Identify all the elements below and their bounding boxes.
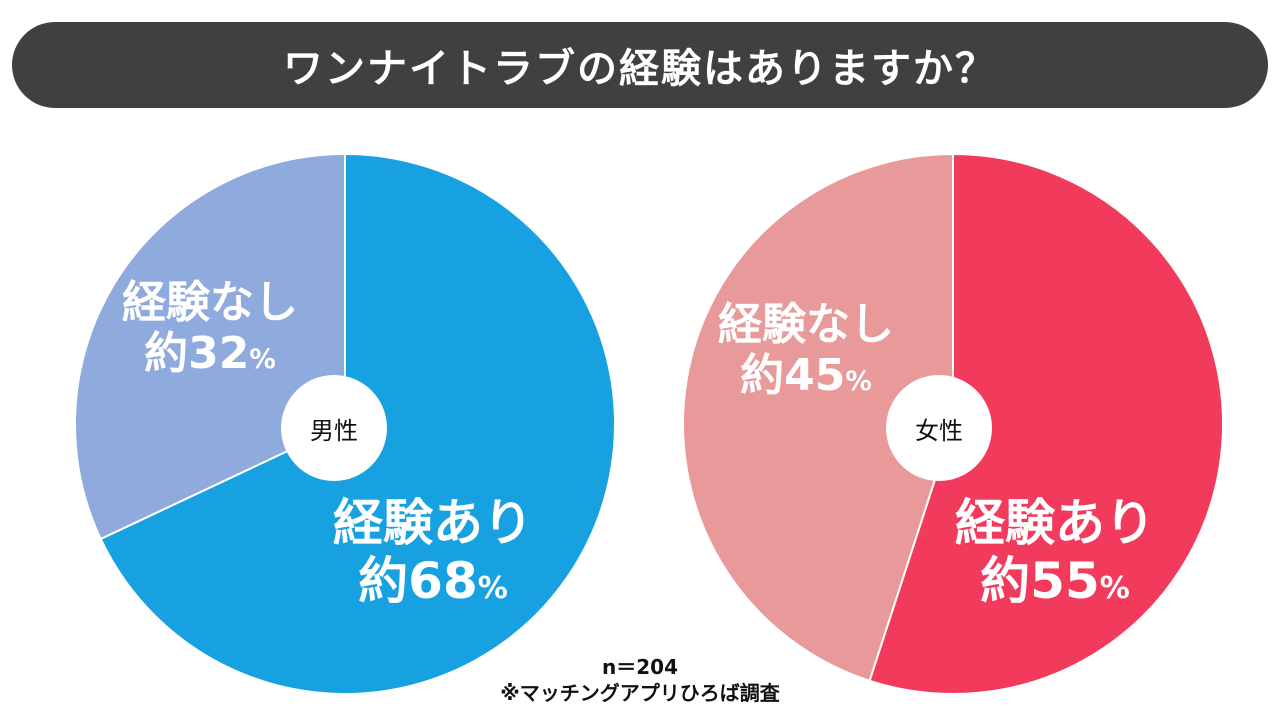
female-no-prefix: 約 [740,349,785,401]
source-note: ※マッチングアプリひろば調査 [500,681,780,705]
page-title: ワンナイトラブの経験はありますか？ [283,46,997,92]
male-no-prefix: 約 [144,327,189,379]
footer: n＝204 ※マッチングアプリひろば調査 [440,654,840,706]
female-yes-prefix: 約 [980,551,1031,610]
male-yes-prefix: 約 [358,551,409,610]
female-no-label: 経験なし 約45% [718,299,894,401]
female-no-label-text: 経験なし [718,299,894,350]
female-yes-value: 55 [1030,551,1100,610]
female-no-unit: % [845,365,872,397]
female-center-label: 女性 [886,375,992,481]
male-no-label-text: 経験なし [122,277,298,328]
female-no-value: 45 [784,349,846,401]
female-yes-label: 経験あり 約55% [955,494,1155,610]
male-no-label: 経験なし 約32% [122,277,298,379]
female-yes-label-text: 経験あり [955,494,1155,552]
female-yes-unit: % [1099,570,1130,606]
male-yes-unit: % [477,570,508,606]
male-yes-label-text: 経験あり [333,494,533,552]
title-bar: ワンナイトラブの経験はありますか？ [12,22,1268,108]
sample-size: n＝204 [602,655,678,679]
female-slice-yes [868,152,1224,695]
male-yes-value: 68 [408,551,478,610]
male-no-unit: % [249,343,276,375]
male-center-label: 男性 [281,375,387,481]
male-yes-label: 経験あり 約68% [333,494,533,610]
male-slice-no [74,152,346,541]
male-no-value: 32 [188,327,250,379]
female-slice-no [682,152,954,683]
